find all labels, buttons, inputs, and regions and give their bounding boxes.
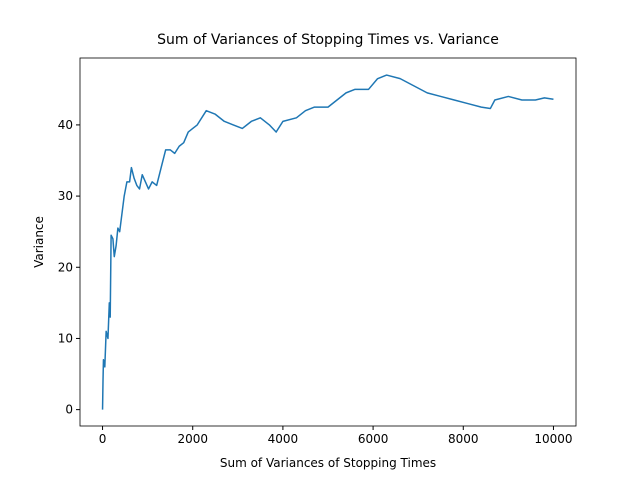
y-tick-label: 10 xyxy=(58,331,73,345)
y-axis-label: Variance xyxy=(32,216,46,268)
x-tick-label: 10000 xyxy=(534,432,572,446)
y-tick-label: 20 xyxy=(58,260,73,274)
x-tick-label: 0 xyxy=(99,432,107,446)
x-tick-label: 6000 xyxy=(358,432,389,446)
y-tick-label: 0 xyxy=(65,403,73,417)
chart-title: Sum of Variances of Stopping Times vs. V… xyxy=(157,32,499,48)
plot-frame xyxy=(79,57,577,427)
x-tick-label: 4000 xyxy=(268,432,299,446)
x-tick-label: 2000 xyxy=(177,432,208,446)
x-axis-label: Sum of Variances of Stopping Times xyxy=(220,456,436,470)
y-tick-label: 40 xyxy=(58,118,73,132)
data-line xyxy=(101,74,554,410)
y-tick-label: 30 xyxy=(58,189,73,203)
x-tick-label: 8000 xyxy=(448,432,479,446)
